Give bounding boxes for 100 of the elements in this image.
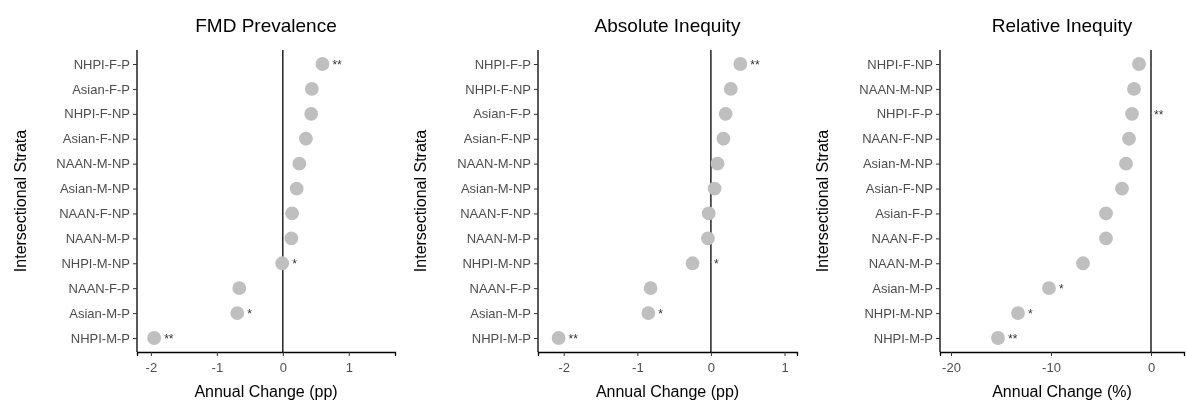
y-tick-label: Asian-M-NP <box>460 181 531 197</box>
y-tick-label: Asian-F-NP <box>463 131 531 147</box>
point <box>275 256 290 271</box>
y-tick-label: Asian-M-NP <box>862 156 933 172</box>
y-axis-title: Intersectional Strata <box>412 129 429 273</box>
point <box>733 57 748 71</box>
y-tick-label: NAAN-M-P <box>65 231 130 247</box>
y-tick-label: NAAN-M-P <box>868 255 933 271</box>
y-tick-label: Asian-F-NP <box>865 181 933 197</box>
y-tick-label: Asian-M-NP <box>59 181 130 197</box>
x-tick-label: 1 <box>345 360 353 375</box>
data-label: ** <box>750 58 761 72</box>
y-tick-label: NHPI-M-P <box>70 330 130 346</box>
y-tick-label: NHPI-F-P <box>876 106 933 122</box>
point <box>991 331 1005 345</box>
point <box>230 306 245 320</box>
x-axis-title: Annual Change (pp) <box>595 383 740 400</box>
y-tick-label: NHPI-M-NP <box>864 305 933 321</box>
x-tick-label: -1 <box>632 360 644 375</box>
x-tick-label: -10 <box>1042 360 1061 375</box>
data-label: * <box>247 307 253 322</box>
y-tick-label: NAAN-M-NP <box>56 156 130 172</box>
x-tick-label: -2 <box>145 360 158 375</box>
y-tick-label: NHPI-F-NP <box>465 81 531 97</box>
y-tick-label: Asian-M-P <box>69 305 130 321</box>
x-tick-label: 1 <box>781 360 789 375</box>
y-tick-label: NHPI-M-P <box>471 330 531 346</box>
point <box>707 181 722 196</box>
point <box>1122 131 1136 146</box>
x-tick-label: 0 <box>1147 360 1156 375</box>
point <box>299 131 313 146</box>
y-tick-label: NAAN-F-NP <box>59 206 130 222</box>
point <box>232 281 247 296</box>
data-label: ** <box>164 332 174 346</box>
y-tick-label: NHPI-M-NP <box>61 255 130 271</box>
point <box>701 206 716 221</box>
data-label: ** <box>1008 332 1018 346</box>
data-label: ** <box>332 58 343 72</box>
data-label: * <box>292 257 298 272</box>
data-label: ** <box>568 332 579 346</box>
point <box>304 106 319 121</box>
point <box>685 256 700 271</box>
x-tick-label: -20 <box>942 360 961 375</box>
y-tick-label: Asian-F-P <box>473 106 531 122</box>
point <box>716 131 731 146</box>
data-label: ** <box>1154 107 1164 122</box>
y-tick-label: Asian-F-NP <box>62 131 130 147</box>
y-tick-label: NAAN-M-NP <box>859 81 933 97</box>
y-tick-label: NAAN-F-NP <box>862 131 933 147</box>
point <box>1125 106 1139 121</box>
y-tick-label: Asian-M-P <box>872 280 933 296</box>
y-tick-label: NAAN-F-P <box>68 280 130 296</box>
chart-title: Absolute Inequity <box>594 15 741 36</box>
y-tick-label: NAAN-M-P <box>466 231 531 247</box>
point <box>710 156 725 171</box>
point <box>643 281 658 296</box>
chart-title: FMD Prevalence <box>195 15 337 36</box>
point <box>1099 206 1113 221</box>
point <box>285 206 299 221</box>
x-tick-label: -2 <box>558 360 571 375</box>
data-label: * <box>658 307 664 322</box>
y-tick-label: NAAN-F-P <box>871 231 933 247</box>
chart-title: Relative Inequity <box>991 15 1133 36</box>
data-label: * <box>713 257 719 272</box>
x-axis-title: Annual Change (%) <box>992 383 1132 400</box>
x-tick-label: 0 <box>279 360 287 375</box>
point <box>1132 57 1146 71</box>
y-tick-label: Asian-F-P <box>72 81 130 97</box>
point <box>701 231 715 246</box>
point <box>1042 281 1056 296</box>
point <box>1115 181 1129 196</box>
point <box>1127 82 1141 96</box>
point <box>1011 306 1025 320</box>
y-tick-label: NHPI-F-NP <box>867 56 933 72</box>
y-tick-label: NHPI-F-P <box>474 56 531 72</box>
point <box>147 331 162 345</box>
y-tick-label: NAAN-F-NP <box>460 206 531 222</box>
point <box>718 106 733 121</box>
point <box>289 181 304 196</box>
point <box>292 156 307 171</box>
y-tick-label: NHPI-F-P <box>73 56 130 72</box>
y-axis-title: Intersectional Strata <box>12 129 29 273</box>
x-tick-label: -1 <box>211 360 224 375</box>
y-tick-label: NHPI-F-NP <box>64 106 130 122</box>
y-tick-label: NAAN-F-P <box>469 280 531 296</box>
point <box>551 331 566 345</box>
y-tick-label: NHPI-M-NP <box>462 255 531 271</box>
point <box>1119 156 1133 171</box>
y-tick-label: Asian-M-P <box>470 305 531 321</box>
point <box>284 231 299 246</box>
y-axis-title: Intersectional Strata <box>814 129 831 273</box>
point <box>1076 256 1090 271</box>
point <box>315 57 330 71</box>
data-label: * <box>1028 307 1033 322</box>
point <box>723 82 738 96</box>
y-tick-label: Asian-F-P <box>875 206 933 222</box>
x-tick-label: 0 <box>707 360 716 375</box>
point <box>304 82 319 96</box>
data-label: * <box>1059 282 1064 297</box>
y-tick-label: NHPI-M-P <box>873 330 933 346</box>
